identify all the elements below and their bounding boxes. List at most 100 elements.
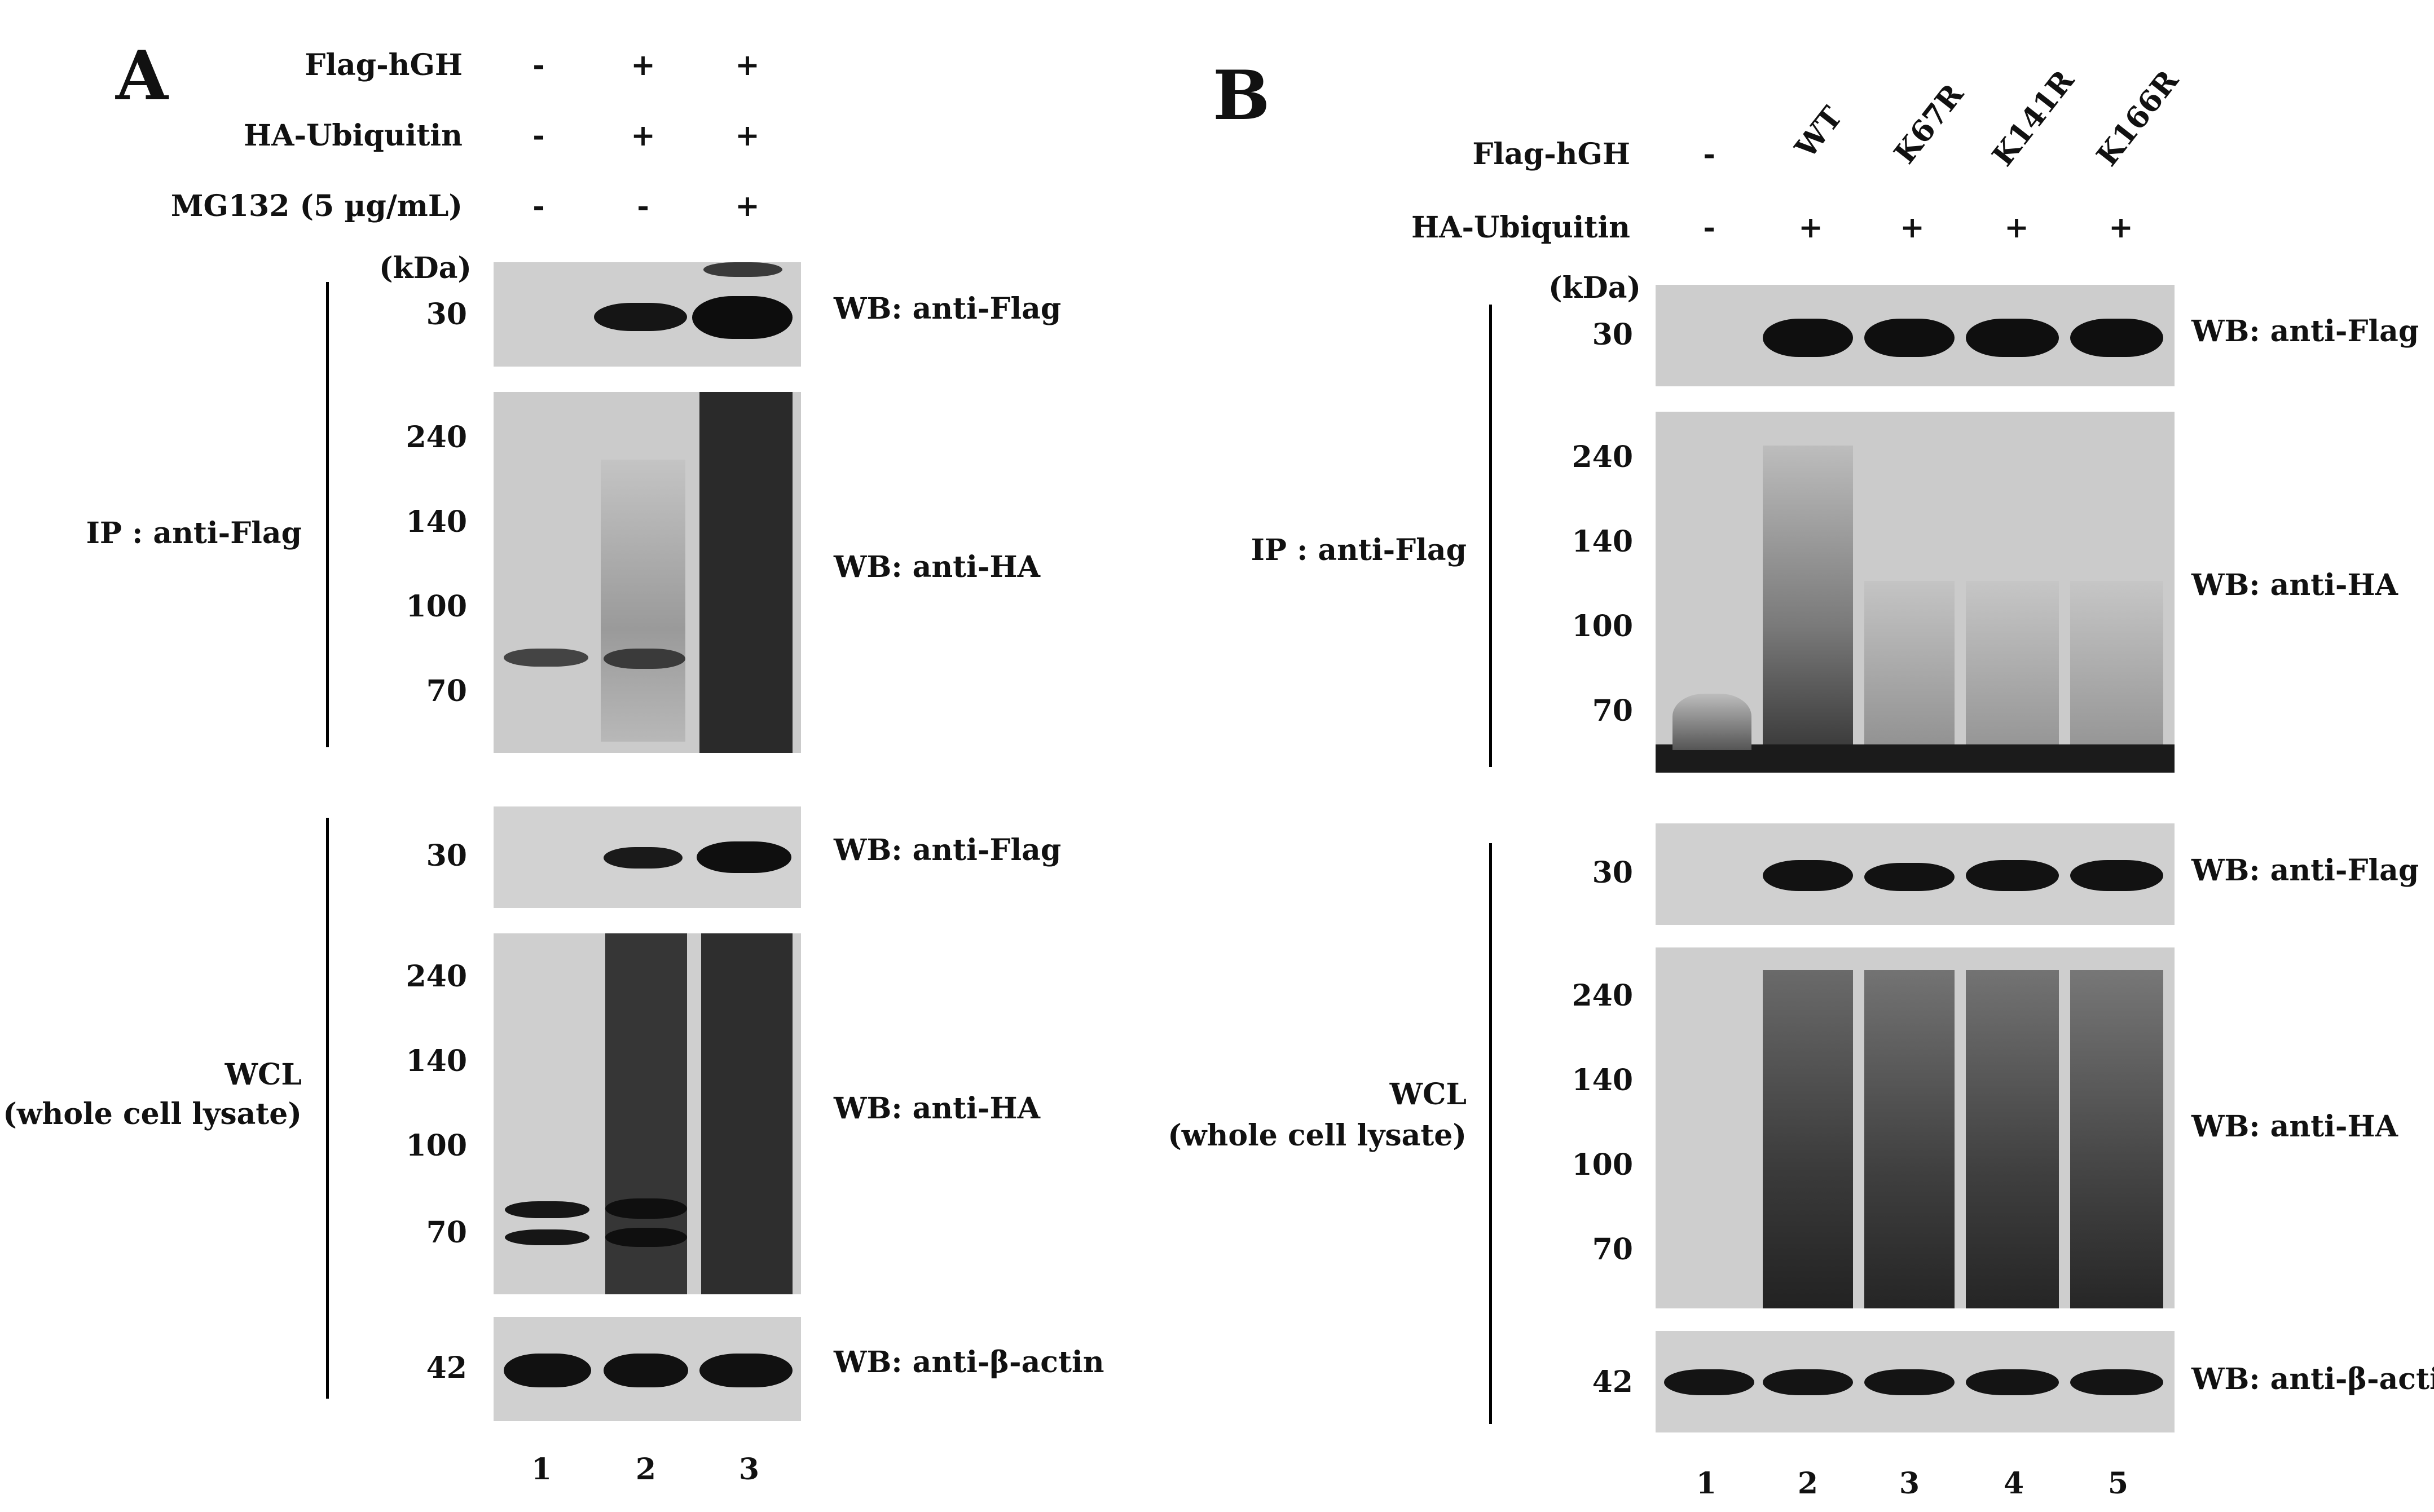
blot-ip-anti-ha <box>494 392 801 753</box>
lane-number: 4 <box>2003 1466 2024 1501</box>
band <box>604 847 683 869</box>
blot-wcl-anti-beta-actin <box>1656 1331 2175 1432</box>
blot-label: WB: anti-HA <box>2191 1109 2398 1144</box>
mark: + <box>631 118 655 153</box>
blot-label: WB: anti-HA <box>2191 568 2398 602</box>
smear <box>701 933 793 1294</box>
mutant-label-k166r: K166R <box>2089 64 2186 173</box>
blot-wcl-anti-beta-actin <box>494 1317 801 1421</box>
band <box>605 1198 687 1219</box>
mutant-label-k67r: K67R <box>1887 77 1971 170</box>
kda-marker: 100 <box>406 1129 467 1163</box>
mark: + <box>2109 210 2133 245</box>
panel-letter-b: B <box>1213 56 1270 135</box>
band <box>1763 860 1853 891</box>
kda-marker: 140 <box>1572 524 1633 559</box>
blot-wcl-anti-ha <box>494 933 801 1294</box>
ip-label: IP : anti-Flag <box>86 516 302 550</box>
band <box>1763 1369 1853 1395</box>
band <box>1966 319 2059 357</box>
mark: - <box>1703 210 1715 245</box>
mark: - <box>532 189 545 223</box>
mark: + <box>1900 210 1925 245</box>
band <box>2070 1369 2163 1395</box>
kda-marker: 240 <box>1572 440 1633 474</box>
kda-marker: 100 <box>1572 609 1633 643</box>
band <box>699 1354 793 1387</box>
smear <box>2070 581 2163 773</box>
band <box>1864 319 1955 357</box>
ip-bracket <box>326 282 329 747</box>
band <box>605 1228 687 1247</box>
lane-number: 5 <box>2107 1466 2129 1501</box>
lane-number: 2 <box>1797 1466 1819 1501</box>
row-label-flag-hgh: Flag-hGH <box>1472 137 1630 171</box>
blot-label: WB: anti-HA <box>834 1091 1040 1126</box>
band <box>505 1229 589 1245</box>
lane-number: 1 <box>531 1452 552 1487</box>
smear <box>1966 970 2059 1308</box>
kda-marker: 30 <box>426 839 467 873</box>
band <box>1664 1369 1754 1395</box>
wcl-label: WCL <box>225 1057 302 1092</box>
ip-label: IP : anti-Flag <box>1251 533 1467 567</box>
smear <box>699 392 793 753</box>
band <box>1966 860 2059 891</box>
wcl-sublabel: (whole cell lysate) <box>3 1097 302 1131</box>
kda-marker: 240 <box>406 420 467 455</box>
smear <box>1864 581 1955 773</box>
kda-marker: 140 <box>1572 1063 1633 1097</box>
band <box>1864 863 1955 891</box>
mutant-label-wt: WT <box>1788 100 1850 165</box>
mark: + <box>2004 210 2029 245</box>
row-label-ha-ubiquitin: HA-Ubiquitin <box>1411 210 1630 245</box>
band <box>1864 1369 1955 1395</box>
mutant-label-k141r: K141R <box>1985 64 2081 173</box>
band <box>1763 319 1853 357</box>
blot-label: WB: anti-Flag <box>834 292 1062 326</box>
band <box>2070 319 2163 357</box>
smear <box>1672 694 1751 750</box>
kda-marker: 30 <box>1592 856 1633 890</box>
row-label-flag-hgh: Flag-hGH <box>305 48 463 82</box>
blot-label: WB: anti-β-actin <box>2191 1362 2434 1396</box>
kda-marker: 70 <box>426 1215 467 1250</box>
blot-label: WB: anti-Flag <box>2191 314 2419 349</box>
mark: + <box>735 48 760 82</box>
mark: - <box>1703 137 1715 171</box>
smear <box>601 460 685 742</box>
band <box>703 262 782 277</box>
mark: + <box>1798 210 1823 245</box>
kda-marker: 30 <box>426 297 467 332</box>
band <box>604 1354 688 1387</box>
blot-ip-anti-flag <box>494 262 801 367</box>
wcl-label: WCL <box>1389 1077 1467 1112</box>
kda-marker: 140 <box>406 1044 467 1078</box>
band <box>504 649 588 667</box>
lane-number: 2 <box>635 1452 657 1487</box>
kda-label: (kDa) <box>379 251 472 285</box>
blot-wcl-anti-ha <box>1656 947 2175 1308</box>
kda-marker: 70 <box>1592 1232 1633 1267</box>
mark: + <box>735 189 760 223</box>
band <box>594 303 687 331</box>
smear <box>2070 970 2163 1308</box>
mark: - <box>532 118 545 153</box>
blot-label: WB: anti-HA <box>834 550 1040 584</box>
blot-label: WB: anti-Flag <box>2191 853 2419 888</box>
kda-marker: 240 <box>406 959 467 994</box>
mark: + <box>631 48 655 82</box>
smear <box>1864 970 1955 1308</box>
kda-marker: 30 <box>1592 318 1633 352</box>
blot-wcl-anti-flag <box>1656 823 2175 925</box>
wcl-sublabel: (whole cell lysate) <box>1168 1118 1467 1153</box>
blot-ip-anti-ha <box>1656 412 2175 773</box>
kda-marker: 70 <box>426 674 467 708</box>
row-label-mg132: MG132 (5 µg/mL) <box>170 189 463 223</box>
kda-marker: 70 <box>1592 694 1633 728</box>
wcl-bracket <box>1489 843 1492 1424</box>
lane-number: 3 <box>738 1452 760 1487</box>
band <box>2070 860 2163 891</box>
kda-marker: 42 <box>1592 1365 1633 1399</box>
kda-marker: 42 <box>426 1351 467 1385</box>
